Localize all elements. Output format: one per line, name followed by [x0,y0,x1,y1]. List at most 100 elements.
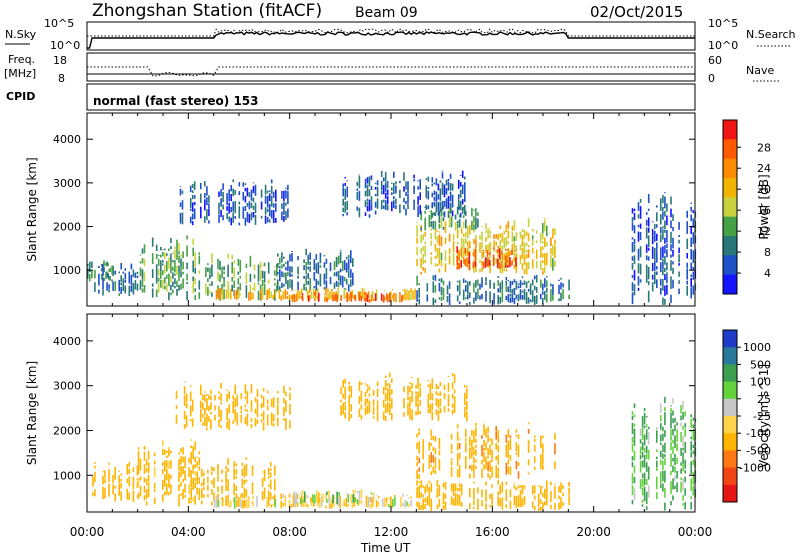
velocity-cell [426,496,429,506]
power-cell [106,271,108,278]
power-cell [546,225,548,237]
velocity-cell [236,394,239,407]
velocity-cell [409,407,411,420]
power-cell [525,231,528,236]
power-cell [136,275,139,278]
velocity-cell [466,388,468,393]
velocity-cell [416,462,418,467]
velocity-cell [244,500,246,508]
velocity-cell [371,497,374,508]
power-cell [122,278,125,291]
power-cell [525,262,528,275]
velocity-cell [439,391,442,396]
power-cell [344,176,346,179]
power-cell [318,292,320,302]
power-cell [291,251,293,252]
velocity-ytick-label: 3000 [53,380,81,393]
velocity-cell [560,497,562,509]
velocity-cell [682,412,684,420]
velocity-cell [304,494,307,500]
velocity-cell [256,419,259,425]
power-cell [475,239,477,249]
velocity-cell [418,485,420,499]
power-cell [192,247,194,257]
power-cell [660,247,662,260]
velocity-cell [198,488,201,501]
velocity-cell [270,504,272,508]
velocity-cell [427,393,430,398]
power-cell [402,294,404,300]
power-cell [437,201,440,211]
velocity-cell [217,496,220,499]
velocity-cell [416,487,418,498]
power-cell [98,273,100,286]
power-cell [631,237,634,240]
power-cell [550,255,552,268]
velocity-cell [309,497,312,503]
velocity-cell [465,442,467,453]
velocity-cell [424,486,426,494]
power-cell [500,260,503,269]
velocity-cell [645,491,648,505]
power-cell [162,259,164,263]
velocity-cell [450,496,453,505]
power-cell [523,280,526,285]
power-cell [386,196,389,205]
power-cell [405,208,407,216]
velocity-cell [540,454,542,461]
velocity-cell [684,476,686,483]
power-cell [461,207,464,214]
power-cell [260,189,263,198]
velocity-cell [244,416,247,425]
power-cell [380,190,383,195]
power-cell [383,290,386,292]
velocity-cell [194,457,196,463]
power-cell [220,189,222,197]
power-cell [456,295,459,302]
power-cell [489,251,491,259]
velocity-cell [198,451,201,455]
velocity-cell [182,489,184,500]
power-cell [367,291,370,299]
power-cell [277,271,279,275]
power-cell [471,220,473,231]
velocity-cell [430,498,433,512]
velocity-colorbar-label: -1000 [739,462,771,475]
power-cell [456,255,458,266]
power-cell [451,183,454,191]
velocity-cell [246,391,249,405]
power-cell [160,260,162,272]
power-cell [344,201,346,213]
velocity-cell [118,484,120,496]
velocity-cell [670,471,672,475]
power-cell [347,270,350,278]
power-cell [143,259,146,267]
power-cell [277,253,279,257]
power-cell [525,242,528,246]
power-cell [207,263,209,266]
power-cell [297,275,299,279]
velocity-cell [639,439,642,444]
power-cell [200,206,202,219]
power-cell [647,266,650,280]
velocity-cell [417,377,419,389]
velocity-cell [246,498,248,509]
power-cell [98,289,100,294]
power-cell [535,230,538,234]
velocity-cell [318,492,320,503]
velocity-cell [143,495,146,501]
velocity-cell [299,493,302,495]
velocity-cell [562,485,564,489]
power-cell [513,257,516,262]
power-cell [560,282,562,290]
velocity-cell [542,486,544,488]
velocity-cell [194,477,196,482]
velocity-cell [336,491,338,498]
velocity-cell [175,414,178,424]
power-cell [285,190,287,199]
power-cell [515,280,518,290]
velocity-cell [519,494,522,508]
velocity-cell [537,507,540,511]
power-cell [266,289,268,300]
power-cell [486,258,489,267]
